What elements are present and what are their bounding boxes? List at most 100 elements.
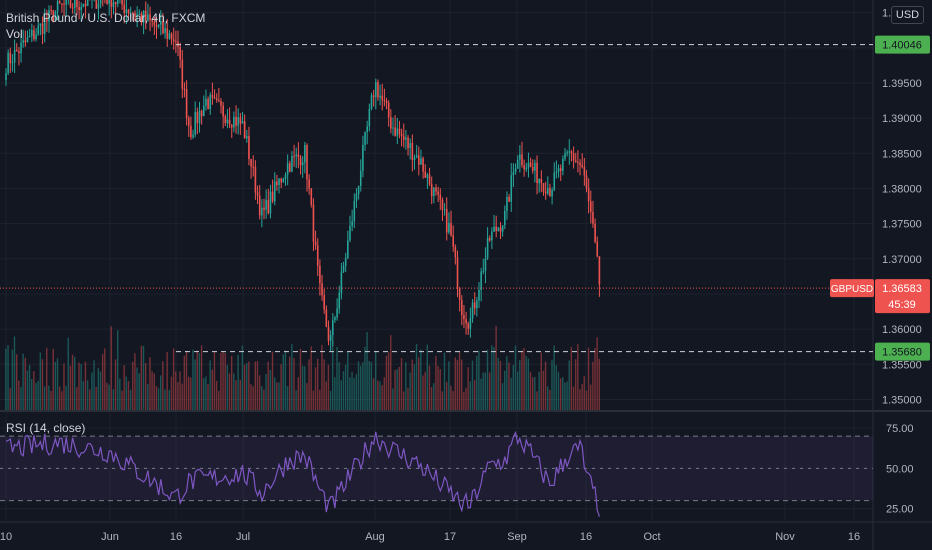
candle-body — [207, 98, 209, 110]
candle-body — [592, 212, 594, 224]
volume-bar — [136, 367, 138, 410]
volume-bar — [78, 362, 80, 410]
volume-bar — [52, 348, 54, 410]
candle-body — [209, 95, 212, 110]
volume-bar — [67, 337, 69, 410]
candle-body — [284, 174, 287, 179]
candle-body — [200, 110, 203, 117]
candle-body — [598, 256, 601, 285]
volume-bar — [445, 381, 448, 410]
volume-bar — [153, 373, 155, 410]
volume-bar — [433, 383, 435, 410]
volume-bar — [147, 383, 149, 410]
volume-bar — [187, 376, 190, 410]
volume-bar — [149, 357, 151, 410]
candle-body — [396, 128, 399, 136]
candle-body — [220, 101, 222, 106]
candle-body — [237, 117, 239, 126]
candle-body — [314, 241, 317, 246]
candle-body — [441, 199, 444, 210]
candle-body — [426, 174, 429, 178]
volume-bar — [125, 376, 127, 410]
volume-bar — [230, 355, 233, 410]
candle-body — [144, 10, 147, 21]
candle-body — [473, 302, 476, 309]
volume-bar — [278, 382, 280, 410]
candle-body — [56, 1, 59, 12]
volume-bar — [448, 361, 450, 410]
candle-body — [568, 151, 571, 153]
volume-bar — [454, 357, 456, 410]
volume-bar — [151, 371, 153, 410]
volume-bar — [41, 359, 44, 410]
volume-bar — [497, 357, 499, 410]
candle-body — [480, 271, 482, 290]
volume-bar — [18, 380, 20, 410]
candle-body — [65, 0, 67, 5]
rsi-line — [5, 430, 600, 517]
candle-body — [424, 171, 427, 178]
volume-bar — [310, 346, 312, 410]
candle-body — [50, 10, 52, 12]
candle-body — [495, 226, 497, 232]
volume-bar — [196, 350, 198, 410]
candle-body — [413, 157, 416, 161]
volume-bar — [183, 355, 186, 410]
candle-body — [364, 132, 366, 145]
volume-bar — [26, 370, 29, 410]
volume-bar — [514, 345, 517, 410]
candle-body — [527, 162, 530, 168]
candle-body — [407, 137, 409, 149]
volume-bar — [254, 361, 256, 410]
candle-body — [233, 116, 235, 128]
candle-body — [564, 152, 566, 159]
volume-bar — [82, 381, 84, 410]
candle-body — [76, 0, 78, 7]
price-tick-label: 1.38500 — [882, 148, 922, 160]
volume-bar — [488, 372, 491, 410]
volume-bar — [407, 387, 409, 410]
rsi-label: RSI (14, close) — [6, 421, 86, 435]
volume-bar — [138, 373, 140, 410]
volume-bar — [557, 371, 560, 410]
candle-body — [310, 188, 313, 205]
candle-body — [590, 201, 592, 213]
candle-body — [218, 100, 220, 102]
volume-bar — [224, 352, 226, 410]
volume-bar — [308, 359, 310, 410]
volume-bar — [422, 375, 424, 410]
volume-bar — [411, 359, 413, 410]
volume-bar — [544, 361, 547, 410]
candle-body — [205, 98, 207, 106]
candle-body — [579, 162, 581, 166]
candle-body — [71, 7, 74, 9]
candle-body — [28, 35, 31, 38]
volume-bar — [491, 345, 493, 410]
candle-body — [280, 178, 282, 183]
price-tick-label: 1.37500 — [882, 219, 922, 231]
volume-bar — [129, 389, 132, 410]
candle-body — [297, 154, 300, 158]
volume-bar — [456, 359, 459, 410]
candle-body — [33, 30, 35, 40]
time-tick-label: 16 — [170, 531, 182, 543]
currency-button[interactable]: USD — [891, 6, 924, 24]
candle-body — [286, 163, 289, 175]
candle-body — [549, 187, 551, 197]
candle-body — [192, 134, 194, 138]
candle-body — [226, 119, 229, 124]
volume-bar — [58, 386, 61, 410]
volume-bar — [538, 371, 540, 410]
volume-bar — [471, 360, 474, 410]
candle-body — [587, 188, 590, 202]
volume-bar — [344, 364, 347, 410]
candle-body — [211, 95, 214, 98]
candle-body — [155, 25, 158, 27]
candle-body — [170, 33, 173, 40]
volume-bar — [379, 381, 381, 410]
volume-bar — [104, 348, 106, 410]
candle-body — [437, 191, 439, 195]
volume-bar — [392, 388, 394, 410]
